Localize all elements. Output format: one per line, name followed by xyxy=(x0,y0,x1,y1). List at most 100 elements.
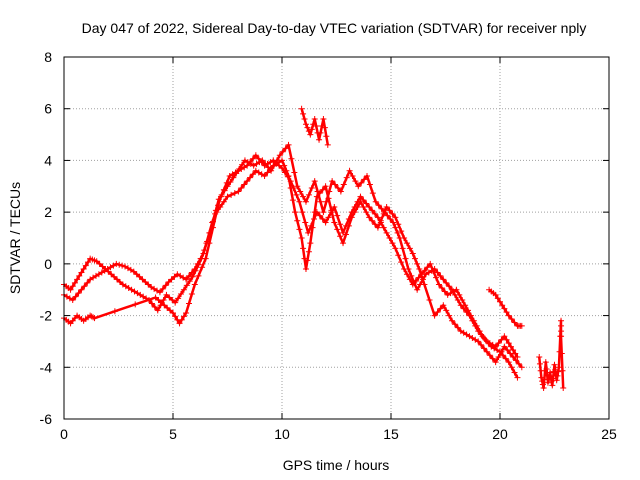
data-point xyxy=(478,341,485,348)
data-point xyxy=(494,295,501,302)
data-point xyxy=(369,217,376,224)
data-point xyxy=(258,159,265,166)
data-point xyxy=(401,266,408,273)
data-point xyxy=(389,210,396,217)
data-point xyxy=(183,309,190,316)
data-point xyxy=(504,347,511,354)
data-point xyxy=(230,174,237,181)
data-point xyxy=(320,116,327,123)
data-point xyxy=(291,169,298,176)
data-point xyxy=(334,212,341,219)
plot-border xyxy=(63,56,610,420)
data-point xyxy=(434,269,441,276)
data-point xyxy=(340,240,347,247)
data-point xyxy=(409,281,416,288)
data-point xyxy=(352,178,359,185)
data-point xyxy=(539,381,546,388)
data-point xyxy=(99,263,106,270)
data-point xyxy=(247,159,254,166)
data-point xyxy=(307,131,314,138)
data-point xyxy=(503,336,510,343)
data-point xyxy=(238,185,245,192)
series-track-e xyxy=(486,286,525,329)
data-point xyxy=(300,110,307,117)
data-point xyxy=(235,188,242,195)
data-point xyxy=(366,181,373,188)
series-track-f xyxy=(536,317,567,391)
data-point xyxy=(139,276,146,283)
data-point xyxy=(108,271,115,278)
data-point xyxy=(558,322,565,329)
data-point xyxy=(550,375,557,382)
data-point xyxy=(357,193,364,200)
data-point xyxy=(340,181,347,188)
data-point xyxy=(304,257,311,264)
data-point xyxy=(287,185,294,192)
data-point xyxy=(427,260,434,267)
data-point xyxy=(298,105,305,112)
data-point xyxy=(416,266,423,273)
data-point xyxy=(508,364,515,371)
data-point xyxy=(446,283,453,290)
data-point xyxy=(389,240,396,247)
data-point xyxy=(387,216,394,223)
data-point xyxy=(165,278,172,285)
data-point xyxy=(170,309,176,316)
data-point xyxy=(297,188,304,195)
data-point xyxy=(512,357,519,364)
data-point xyxy=(119,262,126,269)
data-point xyxy=(499,302,506,309)
data-point xyxy=(188,269,195,276)
data-point xyxy=(467,312,474,319)
data-point xyxy=(93,258,100,265)
data-point xyxy=(325,195,332,202)
data-point xyxy=(305,191,312,198)
y-axis-label: SDTVAR / TECUs xyxy=(7,182,23,294)
data-point xyxy=(189,273,196,280)
data-point xyxy=(398,228,405,235)
data-point xyxy=(514,374,521,381)
axis-ticks: 0 5 10 15 20 25 -6 -4 -2 0 2 4 6 8 xyxy=(40,49,617,442)
data-point xyxy=(300,193,307,200)
data-point xyxy=(434,309,441,316)
data-point xyxy=(492,359,499,366)
data-point xyxy=(386,207,393,214)
data-point xyxy=(473,322,480,329)
data-point xyxy=(485,340,492,347)
data-point xyxy=(194,260,201,267)
data-point xyxy=(440,302,447,309)
data-point xyxy=(325,214,332,221)
data-point xyxy=(155,297,162,304)
data-point xyxy=(72,293,79,300)
data-point xyxy=(392,245,399,252)
data-point xyxy=(223,179,230,186)
data-point xyxy=(156,289,163,296)
data-point xyxy=(409,250,416,257)
data-point xyxy=(465,307,472,314)
data-point xyxy=(481,345,488,352)
data-point xyxy=(505,359,512,366)
data-point xyxy=(546,372,553,379)
data-point xyxy=(307,240,314,247)
data-point xyxy=(374,224,381,231)
data-point xyxy=(375,202,382,209)
data-point xyxy=(220,186,227,193)
data-point xyxy=(164,304,171,311)
series-track-c xyxy=(61,157,525,371)
data-point xyxy=(302,198,309,205)
data-point xyxy=(456,291,463,298)
data-point xyxy=(511,369,518,376)
data-point xyxy=(132,301,139,308)
data-point xyxy=(199,264,206,271)
data-point xyxy=(544,379,551,386)
data-point xyxy=(130,268,137,275)
data-point xyxy=(302,219,309,226)
data-layer xyxy=(61,105,567,391)
data-point xyxy=(276,152,283,159)
data-point xyxy=(502,355,509,362)
data-point xyxy=(449,317,456,324)
x-tick-label: 0 xyxy=(60,426,68,442)
data-point xyxy=(167,307,174,314)
data-point xyxy=(433,274,440,281)
